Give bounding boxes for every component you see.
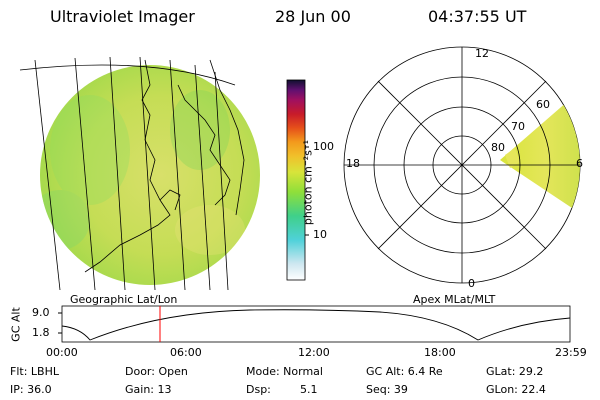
info-gcalt: GC Alt: 6.4 Re <box>366 365 443 378</box>
altitude-plot <box>58 305 571 343</box>
altitude-curve <box>61 309 571 341</box>
alt-xtick-0600: 06:00 <box>170 346 202 359</box>
mlat-label-60: 60 <box>536 98 550 111</box>
time-label: 04:37:55 UT <box>428 7 527 26</box>
coastlines <box>84 59 245 273</box>
info-ip: IP: 36.0 <box>10 383 52 396</box>
geo-caption: Geographic Lat/Lon <box>70 293 178 306</box>
alt-ylabel: GC Alt <box>9 307 23 342</box>
aurora-wedge <box>500 95 580 215</box>
mlt-label-12: 12 <box>475 47 489 60</box>
mlat-label-70: 70 <box>511 120 525 133</box>
alt-xtick-2359: 23:59 <box>555 346 587 359</box>
colorbar-label-10: 10 <box>313 228 327 241</box>
info-flt: Flt: LBHL <box>10 365 59 378</box>
date-label: 28 Jun 00 <box>275 7 351 26</box>
instrument-title: Ultraviolet Imager <box>50 7 195 26</box>
info-glon: GLon: 22.4 <box>486 383 546 396</box>
alt-xtick-1200: 12:00 <box>298 346 330 359</box>
info-glat: GLat: 29.2 <box>486 365 544 378</box>
alt-ytick-1.8: 1.8 <box>32 326 50 339</box>
polar-plot <box>343 46 581 284</box>
info-dsp-label: Dsp: <box>246 383 271 396</box>
alt-xtick-0000: 00:00 <box>46 346 78 359</box>
mlt-label-18: 18 <box>346 157 360 170</box>
info-gain: Gain: 13 <box>125 383 172 396</box>
alt-ytick-9: 9.0 <box>32 306 50 319</box>
info-dsp-value: 5.1 <box>300 383 318 396</box>
colorbar-unit-label: photon cm⁻²s⁻¹ <box>301 139 315 226</box>
colorbar-label-100: 100 <box>313 140 334 153</box>
geo-grid <box>19 56 236 291</box>
apex-caption: Apex MLat/MLT <box>413 293 496 306</box>
info-door: Door: Open <box>125 365 188 378</box>
mlt-label-6: 6 <box>576 157 583 170</box>
info-seq: Seq: 39 <box>366 383 408 396</box>
alt-xtick-1800: 18:00 <box>424 346 456 359</box>
mlat-label-80: 80 <box>491 141 505 154</box>
info-mode: Mode: Normal <box>246 365 323 378</box>
colorbar <box>286 79 306 281</box>
mlt-label-0: 0 <box>468 277 475 290</box>
